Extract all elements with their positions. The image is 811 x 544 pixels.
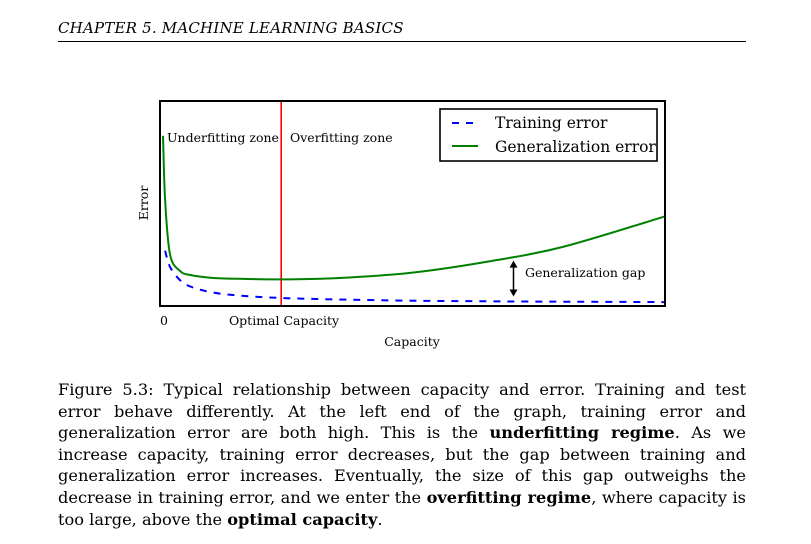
legend-label-training-error: Training error — [495, 114, 608, 132]
x-axis-label: Capacity — [384, 334, 440, 349]
y-axis-label: Error — [136, 186, 151, 221]
caption-text-3: , where capacity is too large, above the — [58, 487, 746, 529]
capacity-error-figure: Error Capacity 0 Optimal Capacity Underf… — [136, 100, 666, 349]
legend: Training error Generalization error — [439, 108, 658, 162]
series-line-training-error — [164, 250, 666, 304]
generalization-gap-label: Generalization gap — [525, 265, 645, 280]
caption-label: Figure 5.3: — [58, 380, 154, 399]
overfitting-zone-label: Overfitting zone — [290, 130, 393, 145]
figure-caption: Figure 5.3: Typical relationship between… — [58, 379, 746, 530]
generalization-gap-arrowhead-up — [509, 260, 518, 268]
caption-term-underfitting-regime: underfitting regime — [489, 423, 675, 443]
caption-text-1: Typical relationship between capacity an… — [58, 380, 747, 443]
running-header: CHAPTER 5. MACHINE LEARNING BASICS — [58, 19, 404, 37]
caption-term-optimal-capacity: optimal capacity — [227, 509, 378, 529]
legend-label-generalization-error: Generalization error — [495, 138, 656, 156]
series-line-generalization-error — [162, 135, 666, 281]
underfitting-zone-label: Underfitting zone — [167, 130, 279, 145]
header-rule — [58, 41, 746, 42]
x-tick-label-optimal-capacity: Optimal Capacity — [229, 313, 340, 328]
caption-term-overfitting-regime: overfitting regime — [426, 487, 592, 507]
caption-text-2: . As we increase capacity, training erro… — [58, 423, 747, 507]
legend-box — [439, 108, 658, 162]
caption-text-4: . — [377, 509, 383, 529]
plot-frame — [159, 100, 666, 307]
x-tick-label-zero: 0 — [160, 313, 168, 328]
generalization-gap-arrowhead-down — [509, 289, 518, 297]
